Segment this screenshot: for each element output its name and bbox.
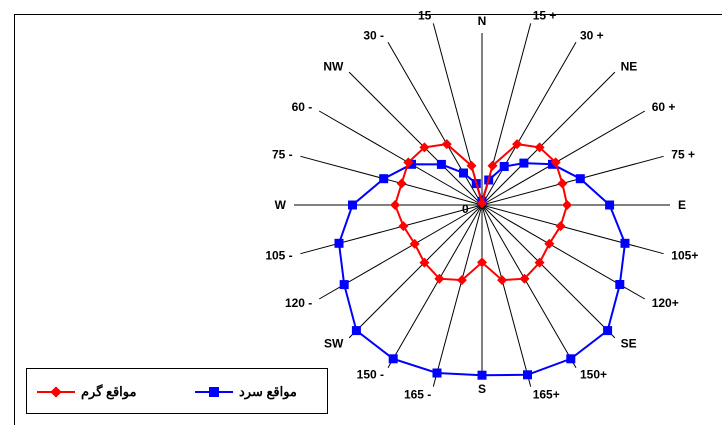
data-point bbox=[436, 159, 446, 169]
data-point bbox=[466, 160, 477, 171]
legend: مواقع گرم مواقع سرد bbox=[26, 368, 328, 414]
data-point bbox=[459, 168, 468, 178]
data-point bbox=[441, 139, 452, 150]
data-point bbox=[562, 200, 573, 210]
data-point bbox=[419, 257, 430, 268]
data-point bbox=[534, 257, 545, 268]
direction-label: 30 - bbox=[363, 28, 384, 42]
data-point bbox=[497, 275, 508, 286]
data-point bbox=[403, 157, 414, 168]
direction-label: E bbox=[678, 198, 686, 212]
direction-label: 60 - bbox=[292, 100, 313, 114]
data-point bbox=[398, 221, 409, 232]
data-point bbox=[477, 198, 487, 209]
data-point bbox=[557, 178, 568, 189]
data-point bbox=[419, 142, 430, 153]
spoke-line bbox=[432, 204, 483, 387]
direction-label: 75 - bbox=[272, 147, 293, 161]
direction-label: SE bbox=[621, 337, 637, 351]
data-point bbox=[339, 280, 349, 290]
spoke-line bbox=[300, 155, 483, 206]
data-point bbox=[434, 273, 445, 284]
data-point bbox=[548, 159, 557, 169]
data-point bbox=[432, 368, 442, 378]
center-label: 0 bbox=[462, 202, 469, 216]
spoke-line bbox=[318, 110, 483, 206]
direction-label: NE bbox=[621, 59, 638, 73]
data-point bbox=[409, 238, 420, 249]
legend-item-hot: مواقع گرم bbox=[37, 382, 136, 402]
direction-label: 105 - bbox=[265, 249, 292, 263]
direction-label: 75 + bbox=[671, 147, 695, 161]
data-point bbox=[407, 159, 416, 169]
data-point bbox=[388, 354, 398, 364]
direction-label: S bbox=[478, 382, 486, 396]
spoke-line bbox=[348, 71, 483, 206]
data-point bbox=[566, 354, 576, 364]
legend-label-cold: مواقع سرد bbox=[239, 384, 297, 399]
legend-swatch-cold bbox=[195, 385, 233, 399]
direction-label: N bbox=[478, 14, 487, 28]
data-point bbox=[499, 162, 509, 171]
plot-frame bbox=[14, 14, 722, 425]
direction-label: 60 + bbox=[652, 100, 676, 114]
spoke-line bbox=[481, 41, 577, 206]
spoke-line bbox=[481, 204, 532, 387]
legend-label-hot: مواقع گرم bbox=[81, 384, 137, 399]
data-point bbox=[523, 370, 532, 380]
legend-item-cold: مواقع سرد bbox=[195, 382, 297, 402]
direction-label: 120+ bbox=[652, 296, 679, 310]
direction-label: 15 + bbox=[533, 9, 557, 23]
data-point bbox=[334, 238, 344, 248]
direction-label: 105+ bbox=[671, 249, 698, 263]
spoke-line bbox=[387, 204, 483, 369]
direction-label: 165+ bbox=[533, 387, 560, 401]
data-point bbox=[390, 200, 401, 210]
data-point bbox=[550, 157, 561, 168]
direction-label: SW bbox=[324, 337, 344, 351]
data-point bbox=[605, 200, 615, 210]
data-point bbox=[555, 221, 566, 232]
spoke-line bbox=[481, 110, 646, 206]
data-point bbox=[477, 257, 487, 268]
data-point bbox=[603, 326, 613, 336]
data-point bbox=[575, 174, 585, 184]
series-hot bbox=[390, 139, 573, 286]
direction-label: 30 + bbox=[580, 28, 604, 42]
data-point bbox=[379, 174, 389, 184]
spoke-line bbox=[348, 204, 483, 339]
direction-labels: N 15 + 30 + NE 60 + 75 + E 105+ 120+ SE 150+ 165+ S 1… bbox=[265, 9, 698, 402]
direction-label: 150+ bbox=[580, 368, 607, 382]
data-point bbox=[519, 273, 530, 284]
data-point bbox=[615, 280, 625, 289]
direction-label: 15 bbox=[418, 9, 432, 23]
data-point bbox=[456, 275, 467, 286]
data-point bbox=[512, 139, 523, 150]
data-point bbox=[396, 178, 407, 189]
data-point bbox=[620, 238, 630, 248]
direction-label: W bbox=[275, 198, 287, 212]
spoke-line bbox=[481, 204, 577, 369]
direction-label: 150 - bbox=[357, 368, 384, 382]
direction-label: NW bbox=[323, 59, 344, 73]
direction-label: 120 - bbox=[285, 296, 312, 310]
spoke-line bbox=[481, 204, 664, 255]
data-point bbox=[348, 200, 357, 210]
data-point bbox=[351, 326, 361, 336]
data-point bbox=[487, 160, 498, 171]
data-point bbox=[519, 158, 529, 168]
data-point bbox=[544, 238, 555, 249]
spoke-line bbox=[481, 204, 616, 339]
spoke-line bbox=[300, 204, 483, 255]
spoke-line bbox=[481, 155, 664, 206]
spoke-line bbox=[387, 41, 483, 206]
spoke-line bbox=[481, 71, 616, 206]
direction-label: 165 - bbox=[404, 387, 431, 401]
legend-swatch-hot bbox=[37, 385, 75, 399]
data-point bbox=[534, 142, 545, 153]
data-point bbox=[477, 370, 487, 380]
